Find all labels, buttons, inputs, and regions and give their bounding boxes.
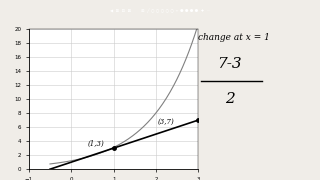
Text: 2: 2: [225, 92, 235, 106]
Text: Estimate the instantaneous rate of change at x = 1: Estimate the instantaneous rate of chang…: [37, 33, 270, 42]
Text: (1,3): (1,3): [88, 139, 105, 147]
Text: ◀  ⊞  ⊟  ⊠        ⊞  ╱ ○ ○ ○ ○ ○ + ● ● ● ●  ✦  ···: ◀ ⊞ ⊟ ⊠ ⊞ ╱ ○ ○ ○ ○ ○ + ● ● ● ● ✦ ···: [110, 8, 210, 13]
Text: Done: Done: [159, 161, 174, 166]
Text: (3,7): (3,7): [158, 118, 175, 126]
Text: 7-3: 7-3: [218, 57, 242, 71]
